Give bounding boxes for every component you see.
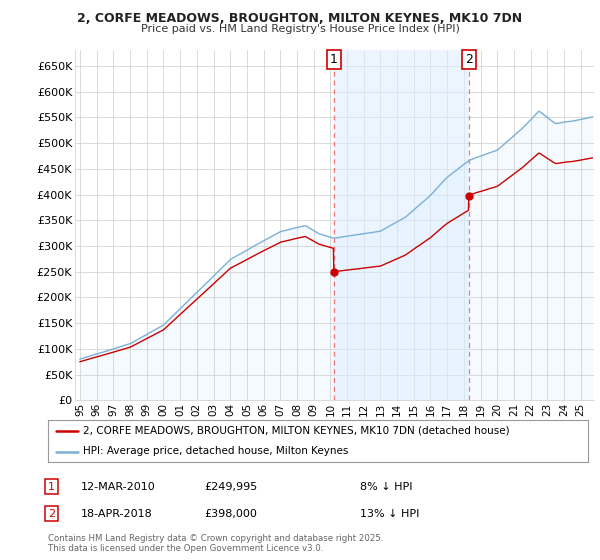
Text: 1: 1 xyxy=(48,482,55,492)
Text: 12-MAR-2010: 12-MAR-2010 xyxy=(81,482,156,492)
Text: Price paid vs. HM Land Registry's House Price Index (HPI): Price paid vs. HM Land Registry's House … xyxy=(140,24,460,34)
Text: 13% ↓ HPI: 13% ↓ HPI xyxy=(360,508,419,519)
Text: 18-APR-2018: 18-APR-2018 xyxy=(81,508,153,519)
Text: £398,000: £398,000 xyxy=(204,508,257,519)
Text: 2, CORFE MEADOWS, BROUGHTON, MILTON KEYNES, MK10 7DN (detached house): 2, CORFE MEADOWS, BROUGHTON, MILTON KEYN… xyxy=(83,426,510,436)
Text: 1: 1 xyxy=(330,53,338,66)
Text: 2: 2 xyxy=(465,53,473,66)
Text: 2: 2 xyxy=(48,508,55,519)
Text: HPI: Average price, detached house, Milton Keynes: HPI: Average price, detached house, Milt… xyxy=(83,446,349,456)
Text: 8% ↓ HPI: 8% ↓ HPI xyxy=(360,482,413,492)
Bar xyxy=(334,50,469,400)
Text: Contains HM Land Registry data © Crown copyright and database right 2025.
This d: Contains HM Land Registry data © Crown c… xyxy=(48,534,383,553)
Text: £249,995: £249,995 xyxy=(204,482,257,492)
Text: 2, CORFE MEADOWS, BROUGHTON, MILTON KEYNES, MK10 7DN: 2, CORFE MEADOWS, BROUGHTON, MILTON KEYN… xyxy=(77,12,523,25)
